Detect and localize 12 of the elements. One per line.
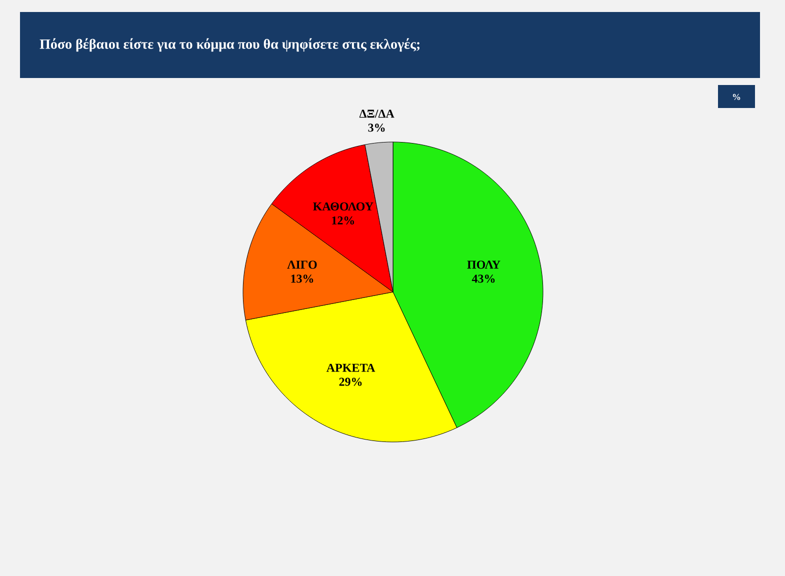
- data-label: 29%: [339, 378, 362, 386]
- data-label: 3%: [368, 124, 385, 132]
- slice-label: ΑΡΚΕΤΑ: [326, 364, 376, 372]
- slice-label: ΠΟΛΥ: [467, 260, 500, 269]
- chart-title: Πόσο βέβαιοι είστε για το κόμμα που θα ψηφίσετε στις εκλογές;: [40, 38, 420, 52]
- text: %: [732, 94, 740, 100]
- data-label: 13%: [291, 274, 314, 283]
- slice-label: ΛΙΓΟ: [287, 260, 317, 269]
- slice-label: ΚΑΘΟΛΟΥ: [313, 202, 374, 210]
- data-label: 43%: [472, 274, 495, 283]
- data-label: 12%: [332, 216, 354, 225]
- slice-label: ΔΞ/ΔΑ: [359, 110, 394, 118]
